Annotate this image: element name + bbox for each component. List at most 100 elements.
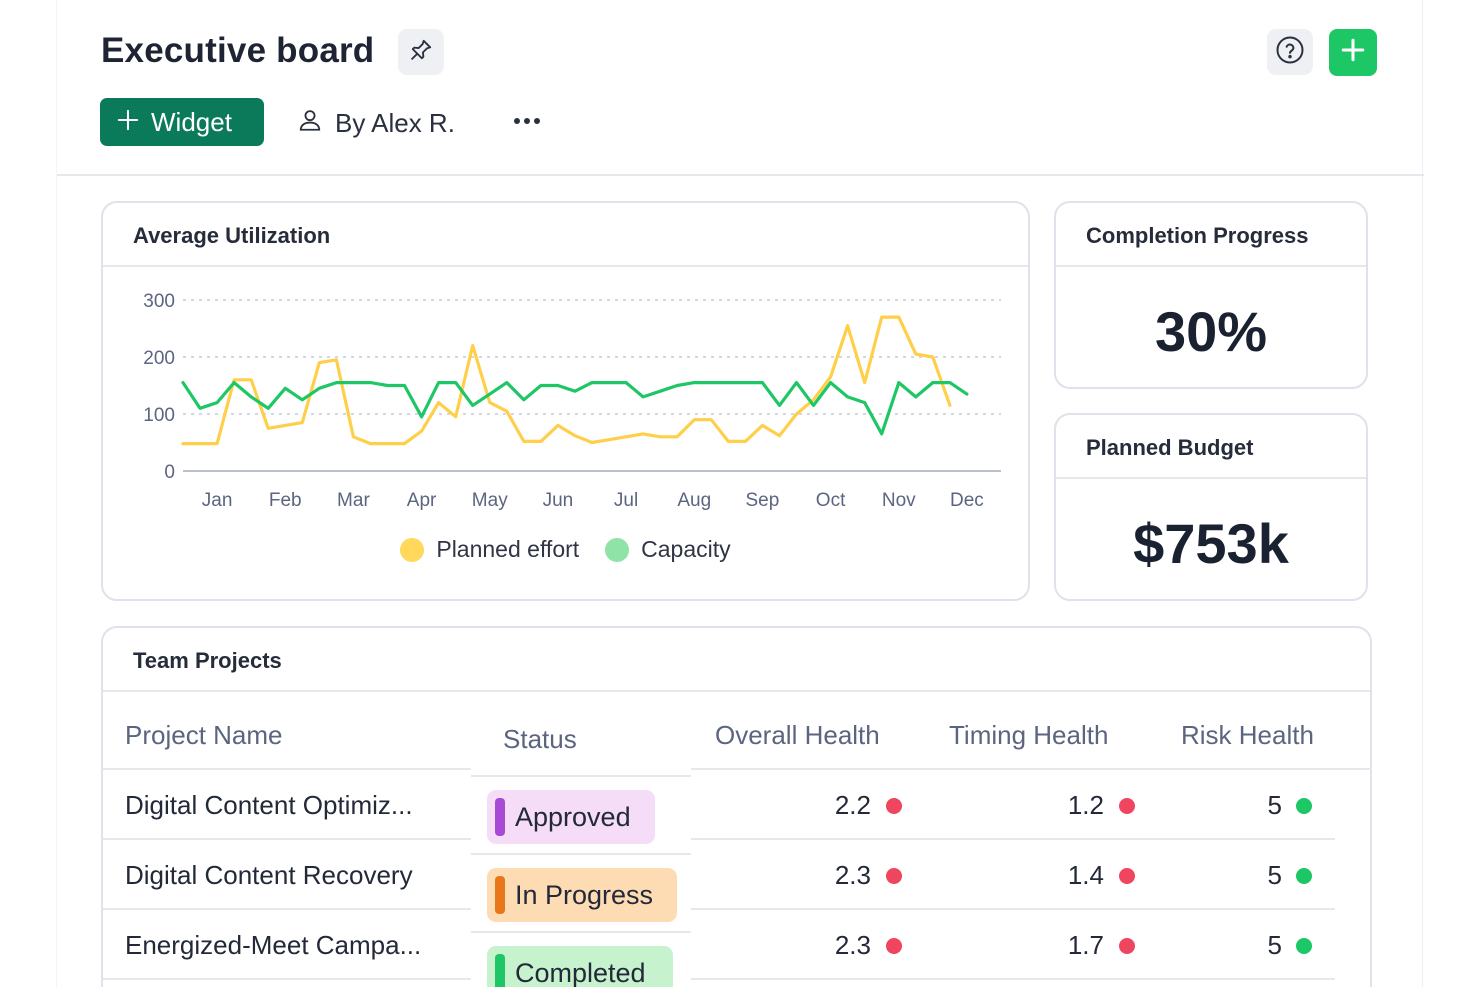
timing-health-value: 1.7 <box>1067 930 1104 960</box>
x-tick-label: Jul <box>614 490 638 511</box>
health-indicator-red <box>886 798 902 814</box>
x-tick-label: Jun <box>543 490 574 511</box>
legend-label: Capacity <box>641 536 731 562</box>
health-indicator-red <box>1119 938 1135 954</box>
pin-button[interactable] <box>398 29 444 75</box>
row-divider <box>103 978 471 980</box>
y-tick-label: 0 <box>164 462 175 483</box>
plus-icon <box>117 107 151 138</box>
y-tick-label: 100 <box>143 405 175 426</box>
series-line-planned-effort <box>181 315 952 446</box>
x-tick-label: Aug <box>677 490 711 511</box>
project-name-cell[interactable]: Energized-Meet Campa... <box>125 930 422 960</box>
risk-health-value: 5 <box>1267 790 1282 820</box>
overall-health-value: 2.3 <box>834 930 871 960</box>
legend-swatch <box>605 537 630 562</box>
x-tick-label: Apr <box>407 490 437 511</box>
x-tick-label: Jan <box>202 490 233 511</box>
completion-progress-card: Completion Progress 30% <box>1054 201 1368 389</box>
health-indicator-green <box>1296 798 1312 814</box>
status-label: Completed <box>515 957 646 987</box>
row-divider <box>691 838 1335 840</box>
x-tick-label: Sep <box>746 490 780 511</box>
more-options-button[interactable] <box>509 104 545 140</box>
status-badge[interactable]: In Progress <box>487 868 677 922</box>
column-header-status[interactable]: Status <box>503 724 577 754</box>
completion-progress-value: 30% <box>1154 300 1268 363</box>
row-divider <box>691 978 1335 980</box>
add-button[interactable] <box>1329 29 1377 76</box>
chart-legend: Planned effort Capacity <box>103 536 1028 563</box>
health-indicator-green <box>1296 868 1312 884</box>
y-tick-label: 200 <box>143 348 175 369</box>
x-tick-label: Mar <box>337 490 370 511</box>
health-indicator-red <box>886 868 902 884</box>
help-circle-icon <box>1275 35 1305 70</box>
health-indicator-red <box>1119 798 1135 814</box>
card-title: Planned Budget <box>1086 435 1254 460</box>
planned-budget-card: Planned Budget $753k <box>1054 413 1368 601</box>
row-divider <box>471 931 691 933</box>
x-tick-label: Nov <box>882 490 916 511</box>
column-header-project-name[interactable]: Project Name <box>125 720 283 750</box>
owner-selector[interactable]: By Alex R. <box>297 103 455 143</box>
overall-health-value: 2.2 <box>834 790 871 820</box>
column-header-risk-health[interactable]: Risk Health <box>1181 720 1314 750</box>
executive-board: Executive board <box>56 0 1424 987</box>
legend-swatch <box>400 537 425 562</box>
row-divider <box>471 853 691 855</box>
legend-label: Planned effort <box>436 536 580 562</box>
x-tick-label: Feb <box>269 490 302 511</box>
row-divider <box>691 768 1372 770</box>
y-tick-label: 300 <box>143 291 175 312</box>
column-header-timing-health[interactable]: Timing Health <box>949 720 1109 750</box>
user-icon <box>297 107 335 140</box>
column-header-overall-health[interactable]: Overall Health <box>715 720 880 750</box>
utilization-line-chart: 0 100 200 300 Jan Feb Mar Apr May Jun Jul Aug Sep Oct… <box>143 291 1001 511</box>
add-widget-label: Widget <box>151 106 232 137</box>
series-line-capacity <box>181 381 969 436</box>
card-divider <box>103 265 1028 267</box>
average-utilization-card: Average Utilization 0 100 200 300 Jan Feb Mar A… <box>101 201 1030 601</box>
status-badge[interactable]: Completed <box>487 946 673 987</box>
health-indicator-red <box>886 938 902 954</box>
x-tick-label: Oct <box>816 490 846 511</box>
card-title: Average Utilization <box>133 223 331 248</box>
more-horizontal-icon <box>512 113 542 131</box>
legend-item-capacity[interactable]: Capacity <box>605 536 731 563</box>
team-projects-card: Team Projects Project Name Status Overal… <box>101 626 1372 987</box>
x-tick-label: May <box>472 490 508 511</box>
row-divider <box>103 908 471 910</box>
row-divider <box>691 908 1335 910</box>
header-divider <box>57 174 1424 176</box>
overall-health-value: 2.3 <box>834 860 871 890</box>
row-divider <box>103 768 471 770</box>
card-title: Team Projects <box>133 648 282 673</box>
add-widget-button[interactable]: Widget <box>100 98 264 146</box>
row-divider <box>471 775 691 777</box>
card-divider <box>103 690 1370 692</box>
status-label: Approved <box>515 801 631 832</box>
status-color-bar <box>495 954 505 987</box>
project-name-cell[interactable]: Digital Content Recovery <box>125 860 413 890</box>
status-label: In Progress <box>515 879 654 910</box>
pin-icon <box>408 37 434 68</box>
plus-icon <box>1340 37 1366 68</box>
card-divider <box>1056 265 1366 267</box>
status-badge[interactable]: Approved <box>487 790 655 844</box>
card-title: Completion Progress <box>1086 223 1309 248</box>
timing-health-value: 1.4 <box>1067 860 1104 890</box>
legend-item-planned-effort[interactable]: Planned effort <box>400 536 579 563</box>
planned-budget-value: $753k <box>1133 512 1289 575</box>
risk-health-value: 5 <box>1267 930 1282 960</box>
help-button[interactable] <box>1267 29 1313 75</box>
health-indicator-green <box>1296 938 1312 954</box>
page-title: Executive board <box>101 31 375 70</box>
health-indicator-red <box>1119 868 1135 884</box>
status-color-bar <box>495 798 505 836</box>
row-divider <box>103 838 471 840</box>
project-name-cell[interactable]: Digital Content Optimiz... <box>125 790 413 820</box>
x-tick-label: Dec <box>950 490 984 511</box>
owner-label: By Alex R. <box>335 107 455 138</box>
card-divider <box>1056 477 1366 479</box>
